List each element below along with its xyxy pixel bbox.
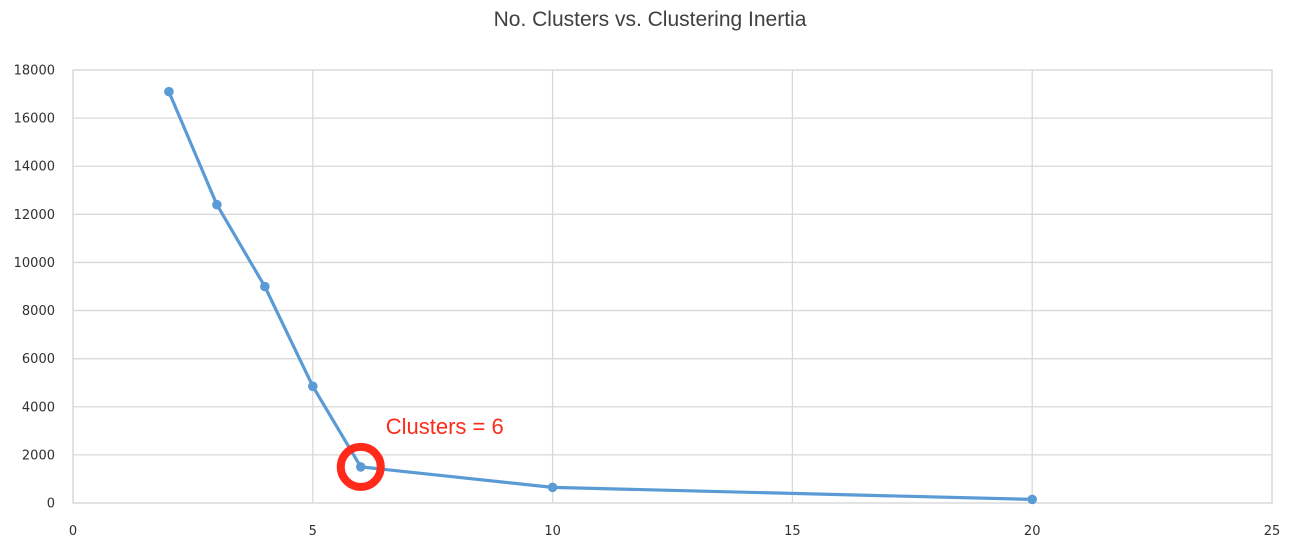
gridlines xyxy=(72,69,1273,504)
data-point xyxy=(212,199,222,210)
y-tick-label: 0 xyxy=(47,497,55,512)
y-tick-label: 10000 xyxy=(14,256,55,271)
y-tick-label: 16000 xyxy=(14,112,55,127)
annotation-circle xyxy=(336,442,385,491)
y-tick-label: 2000 xyxy=(22,448,55,463)
series-line xyxy=(167,90,1034,501)
data-point xyxy=(1027,494,1037,505)
data-series xyxy=(164,86,1037,505)
y-tick-label: 8000 xyxy=(22,304,55,319)
data-point xyxy=(308,381,318,392)
y-tick-label: 4000 xyxy=(22,400,55,415)
y-tick-label: 6000 xyxy=(22,352,55,367)
y-tick-label: 18000 xyxy=(14,64,55,79)
tick-labels: 0 2000 4000 6000 8000 10000 12000 14000 16000 180… xyxy=(14,64,1281,540)
data-point xyxy=(260,281,270,292)
data-point xyxy=(355,462,366,472)
chart-title: No. Clusters vs. Clustering Inertia xyxy=(494,8,807,31)
data-point xyxy=(164,86,174,97)
x-tick-label: 10 xyxy=(544,524,561,539)
plot-frame xyxy=(72,69,1273,504)
x-tick-label: 0 xyxy=(69,524,77,539)
x-tick-label: 25 xyxy=(1264,524,1281,539)
y-tick-label: 14000 xyxy=(14,160,55,175)
x-tick-label: 5 xyxy=(309,524,317,539)
annotation-label: Clusters = 6 xyxy=(386,414,504,439)
y-tick-label: 12000 xyxy=(14,208,55,223)
data-point xyxy=(547,482,558,493)
x-tick-label: 15 xyxy=(784,524,801,539)
annotations: Clusters = 6 xyxy=(336,414,504,491)
x-tick-label: 20 xyxy=(1024,524,1041,539)
